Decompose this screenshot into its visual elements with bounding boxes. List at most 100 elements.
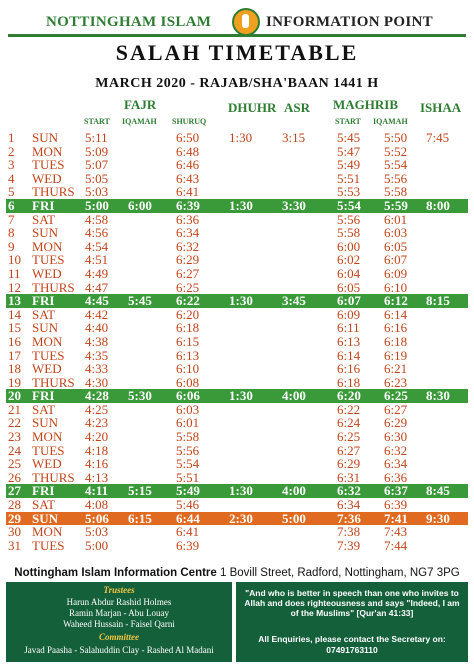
date-cell: 27 (8, 483, 21, 499)
shuruq-cell: 6:50 (176, 130, 200, 145)
table-row: 11 WED 4:49 6:27 6:04 6:09 (6, 267, 468, 281)
maghrib-iqamah-cell: 6:21 (384, 361, 408, 377)
date-cell: 19 (8, 374, 21, 390)
maghrib-iqamah-cell: 6:30 (384, 429, 408, 445)
shuruq-cell: 6:01 (176, 415, 200, 431)
page-title: SALAH TIMETABLE (115, 40, 359, 65)
committee-heading: Committee (99, 632, 139, 642)
maghrib-iqamah-cell: 6:07 (384, 252, 408, 268)
trustees-panel: Trustees Harun Abdur Rashid Holmes Ramin… (6, 582, 232, 662)
maghrib-start-cell: 6:05 (337, 279, 361, 295)
shuruq-cell: 5:46 (176, 497, 200, 513)
table-row: 13 FRI 4:45 5:45 6:22 1:30 3:45 6:07 6:12 8:15 (6, 294, 468, 308)
maghrib-iqamah-cell: 6:34 (384, 456, 408, 472)
date-cell: 21 (8, 401, 21, 417)
fajr-start-cell: 4:58 (85, 211, 109, 227)
maghrib-iqamah-cell: 6:01 (384, 211, 408, 227)
table-row: 8 SUN 4:56 6:34 5:58 6:03 (6, 226, 468, 240)
day-cell: THURS (32, 469, 75, 485)
date-cell: 13 (8, 293, 21, 309)
date-cell: 22 (8, 415, 21, 431)
shuruq-cell: 6:41 (176, 524, 200, 540)
table-row: 5 THURS 5:03 6:41 5:53 5:58 (6, 185, 468, 199)
date-cell: 23 (8, 429, 21, 445)
table-row: 25 WED 4:16 5:54 6:29 6:34 (6, 457, 468, 471)
ishaa-cell: 8:00 (426, 197, 450, 213)
table-row: 16 MON 4:38 6:15 6:13 6:18 (6, 335, 468, 349)
table-row: 2 MON 5:09 6:48 5:47 5:52 (6, 143, 468, 159)
fajr-start-cell: 4:49 (85, 265, 109, 281)
shuruq-cell: 6:32 (176, 238, 200, 254)
col-ishaa: ISHAA (420, 100, 462, 115)
fajr-iqamah-cell: 6:15 (128, 510, 152, 526)
date-cell: 8 (8, 225, 15, 241)
maghrib-start-cell: 7:38 (337, 524, 361, 540)
date-cell: 18 (8, 361, 21, 377)
day-cell: SAT (32, 401, 56, 417)
maghrib-start-cell: 6:32 (337, 483, 361, 499)
maghrib-start-cell: 6:24 (337, 415, 361, 431)
shuruq-cell: 6:43 (176, 170, 200, 186)
maghrib-iqamah-cell: 6:09 (384, 265, 408, 281)
date-cell: 1 (8, 130, 15, 145)
day-cell: SUN (32, 510, 59, 526)
table-row: 18 WED 4:33 6:10 6:16 6:21 (6, 362, 468, 376)
shuruq-cell: 5:58 (176, 429, 200, 445)
shuruq-cell: 6:36 (176, 211, 200, 227)
fajr-start-cell: 5:07 (85, 157, 109, 173)
date-cell: 9 (8, 238, 15, 254)
fajr-iqamah-cell: 6:00 (128, 197, 152, 213)
maghrib-iqamah-cell: 7:44 (384, 537, 408, 553)
day-cell: THURS (32, 279, 75, 295)
maghrib-start-cell: 6:18 (337, 374, 361, 390)
table-row: 26 THURS 4:13 5:51 6:31 6:36 (6, 471, 468, 485)
maghrib-iqamah-cell: 5:58 (384, 184, 408, 200)
maghrib-start-cell: 6:31 (337, 469, 361, 485)
maghrib-iqamah-cell: 7:43 (384, 524, 408, 540)
col-fajr: FAJR (124, 97, 157, 112)
maghrib-iqamah-cell: 6:10 (384, 279, 408, 295)
maghrib-start-cell: 6:14 (337, 347, 361, 363)
date-cell: 31 (8, 537, 21, 553)
maghrib-iqamah-cell: 7:41 (384, 510, 408, 526)
maghrib-iqamah-cell: 6:18 (384, 333, 408, 349)
maghrib-iqamah-cell: 6:39 (384, 497, 408, 513)
centre-name: Nottingham Islam Information Centre (14, 567, 217, 579)
table-row: 7 SAT 4:58 6:36 5:56 6:01 (6, 211, 468, 227)
table-row: 20 FRI 4:28 5:30 6:06 1:30 4:00 6:20 6:25 8:30 (6, 389, 468, 403)
dhuhr-cell: 1:30 (229, 388, 253, 404)
date-cell: 24 (8, 442, 21, 458)
table-row: 9 MON 4:54 6:32 6:00 6:05 (6, 240, 468, 254)
shuruq-cell: 6:03 (176, 401, 200, 417)
date-cell: 29 (8, 510, 21, 526)
maghrib-iqamah-cell: 6:12 (384, 293, 408, 309)
trustee-line-1: Harun Abdur Rashid Holmes (66, 597, 172, 607)
col-dhuhr: DHUHR (228, 100, 277, 115)
col-fajr-start: START (84, 117, 110, 126)
logo-icon (232, 8, 260, 36)
shuruq-cell: 6:25 (176, 279, 200, 295)
day-cell: WED (32, 265, 62, 281)
day-cell: SAT (32, 211, 56, 227)
maghrib-start-cell: 6:27 (337, 442, 361, 458)
fajr-start-cell: 4:40 (85, 320, 109, 336)
table-row: 22 SUN 4:23 6:01 6:24 6:29 (6, 416, 468, 430)
col-maghrib-iqamah: IQAMAH (373, 117, 408, 126)
day-cell: SUN (32, 130, 59, 145)
maghrib-start-cell: 6:04 (337, 265, 361, 281)
col-maghrib-start: START (335, 117, 361, 126)
fajr-start-cell: 4:18 (85, 442, 109, 458)
date-cell: 2 (8, 143, 15, 159)
table-row: 30 MON 5:03 6:41 7:38 7:43 (6, 525, 468, 539)
fajr-start-cell: 4:47 (85, 279, 109, 295)
dhuhr-cell: 1:30 (229, 293, 253, 309)
date-cell: 12 (8, 279, 21, 295)
centre-address: Nottingham Islam Information Centre 1 Bo… (0, 567, 474, 579)
ishaa-cell: 8:15 (426, 293, 450, 309)
day-cell: SAT (32, 497, 56, 513)
table-row: 31 TUES 5:00 6:39 7:39 7:44 (6, 539, 468, 553)
maghrib-start-cell: 6:00 (337, 238, 361, 254)
ishaa-cell: 9:30 (426, 510, 450, 526)
maghrib-iqamah-cell: 5:56 (384, 170, 408, 186)
